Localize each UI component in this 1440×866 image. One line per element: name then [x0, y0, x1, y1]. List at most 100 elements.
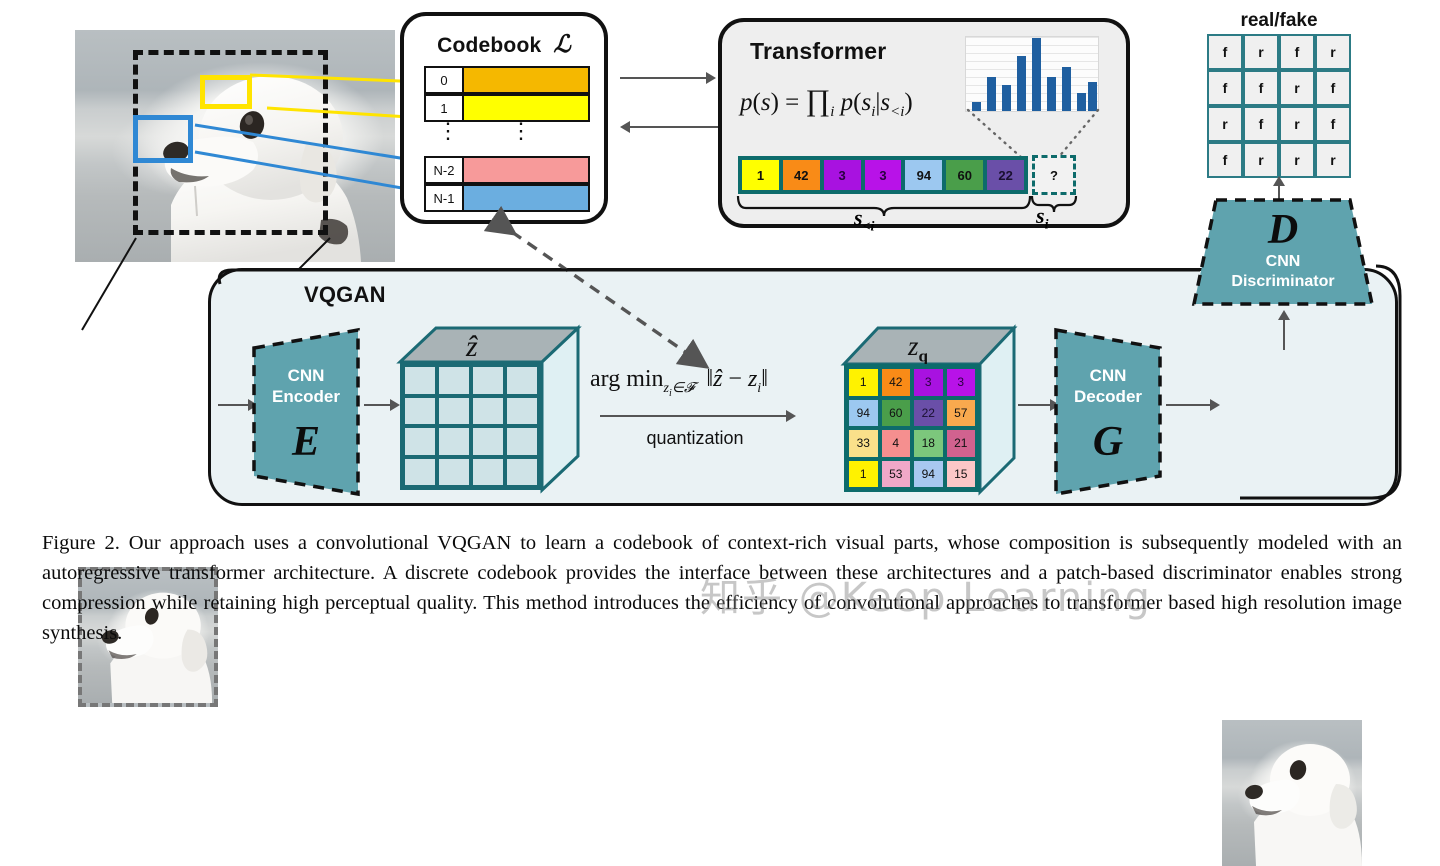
zq-label-sub: q — [918, 346, 928, 366]
histogram-bar — [1002, 85, 1011, 111]
arrow-head-right — [390, 399, 400, 411]
real-fake-cell: f — [1207, 70, 1243, 106]
arrow-head-right — [786, 410, 796, 422]
zq-cell: 3 — [912, 367, 945, 398]
arrow-head-up — [1278, 310, 1290, 320]
sequence-token: 94 — [903, 158, 945, 192]
real-fake-cell: r — [1279, 70, 1315, 106]
real-fake-title: real/fake — [1240, 10, 1318, 31]
next-token-brace — [1030, 195, 1078, 213]
next-token-histogram — [965, 36, 1099, 112]
z-hat-cell — [437, 456, 471, 487]
real-fake-cell: r — [1279, 106, 1315, 142]
figure-diagram: Codebook ℒ 0 1 ⋮ ⋮ N-2 N-1 Transformer — [75, 10, 1402, 866]
codebook-panel: Codebook ℒ 0 1 ⋮ ⋮ N-2 N-1 — [400, 12, 608, 224]
zq-label-z: z — [908, 331, 919, 361]
zq-cell: 4 — [879, 428, 912, 459]
arrow-disc-to-realfake — [1278, 184, 1280, 206]
transformer-panel: Transformer p(s) = ∏i p(si|s<i) 1 — [718, 18, 1130, 234]
zq-cell: 1 — [847, 367, 880, 398]
histogram-bar — [1032, 38, 1041, 111]
z-hat-cell — [505, 426, 539, 457]
z-hat-cell — [437, 395, 471, 426]
arrow-codebook-to-transformer — [620, 77, 708, 79]
codebook-row: 0 — [424, 66, 590, 94]
histogram-funnel-lines — [966, 108, 1100, 160]
transformer-formula: p(s) = ∏i p(si|s<i) — [740, 84, 913, 120]
patch-highlight-yellow — [200, 75, 252, 109]
real-fake-cell: r — [1243, 142, 1279, 178]
zq-cell: 33 — [847, 428, 880, 459]
codebook-row: 1 — [424, 94, 590, 122]
caption-text: Figure 2. Our approach uses a convolutio… — [42, 532, 1402, 644]
transformer-title: Transformer — [750, 38, 887, 64]
codebook-title-text: Codebook — [437, 34, 542, 57]
histogram-bar — [1088, 82, 1097, 111]
arrow-head-right — [1210, 399, 1220, 411]
z-hat-cell — [437, 426, 471, 457]
zq-cell: 21 — [944, 428, 977, 459]
z-hat-cell — [471, 426, 505, 457]
codebook-symbol: ℒ — [553, 32, 571, 58]
histogram-bar — [1047, 77, 1056, 111]
arrow-head-right — [706, 72, 716, 84]
z-hat-cell — [505, 456, 539, 487]
zq-cell: 94 — [847, 397, 880, 428]
real-fake-cell: f — [1315, 70, 1351, 106]
real-fake-cell: r — [1315, 142, 1351, 178]
histogram-bar — [987, 77, 996, 111]
discriminator-shape — [1191, 198, 1375, 306]
real-fake-cell: r — [1279, 142, 1315, 178]
codebook-row-index: 0 — [424, 66, 464, 94]
z-hat-cell — [403, 395, 437, 426]
sequence-token: 3 — [862, 158, 904, 192]
z-hat-cell — [437, 365, 471, 396]
codebook-title: Codebook ℒ — [404, 30, 604, 59]
patch-highlight-blue — [133, 115, 193, 163]
sequence-token: 22 — [985, 158, 1027, 192]
output-dog-illustration — [1245, 744, 1362, 866]
real-fake-cell: f — [1207, 34, 1243, 70]
real-fake-cell: r — [1243, 34, 1279, 70]
z-hat-cell — [505, 395, 539, 426]
arrow-zq-to-decoder — [1018, 404, 1052, 406]
decoder-shape — [1054, 327, 1162, 497]
arrow-encoder-to-zhat — [364, 404, 392, 406]
real-image-path — [217, 268, 1200, 285]
z-hat-label: ẑ — [466, 330, 478, 363]
real-fake-cell: f — [1243, 70, 1279, 106]
quantization-equation: arg minzi∈𝓕 ‖ẑ − zi‖ — [590, 366, 768, 399]
codebook-row: N-2 — [424, 156, 590, 184]
real-fake-grid: f r f r f f r f r f r f f r r r — [1207, 34, 1351, 178]
zq-cell: 53 — [879, 458, 912, 489]
vqgan-title: VQGAN — [304, 282, 386, 307]
arrow-input-to-encoder — [218, 404, 250, 406]
codebook-row-index: N-1 — [424, 184, 464, 212]
encoder-shape — [252, 327, 360, 497]
sequence-token: 1 — [740, 158, 781, 192]
zq-cell: 57 — [944, 397, 977, 428]
zq-cell: 94 — [912, 458, 945, 489]
arrow-decoder-to-output — [1166, 404, 1212, 406]
z-hat-cell — [471, 456, 505, 487]
zq-cell: 22 — [912, 397, 945, 428]
z-hat-cell — [403, 426, 437, 457]
codebook-row-color — [464, 66, 590, 94]
zq-cell: 18 — [912, 428, 945, 459]
arrow-head-left — [620, 121, 630, 133]
histogram-bar — [1062, 67, 1071, 111]
token-sequence: 1 42 3 3 94 60 22 — [738, 156, 1028, 194]
sequence-token: 60 — [944, 158, 986, 192]
arrow-transformer-to-codebook — [630, 126, 718, 128]
codebook-ellipsis-right: ⋮ — [510, 118, 532, 143]
zq-cube: zq 1 42 3 3 94 60 22 57 33 4 18 21 1 53 … — [838, 312, 1018, 498]
arrow-output-to-discriminator — [1283, 318, 1285, 350]
sequence-token: 3 — [821, 158, 863, 192]
zq-cell: 42 — [879, 367, 912, 398]
real-fake-cell: r — [1207, 106, 1243, 142]
zq-cell: 1 — [847, 458, 880, 489]
z-hat-cell — [471, 395, 505, 426]
z-hat-cell — [471, 365, 505, 396]
zq-label: zq — [908, 331, 928, 366]
next-token-label: si — [1036, 203, 1049, 233]
